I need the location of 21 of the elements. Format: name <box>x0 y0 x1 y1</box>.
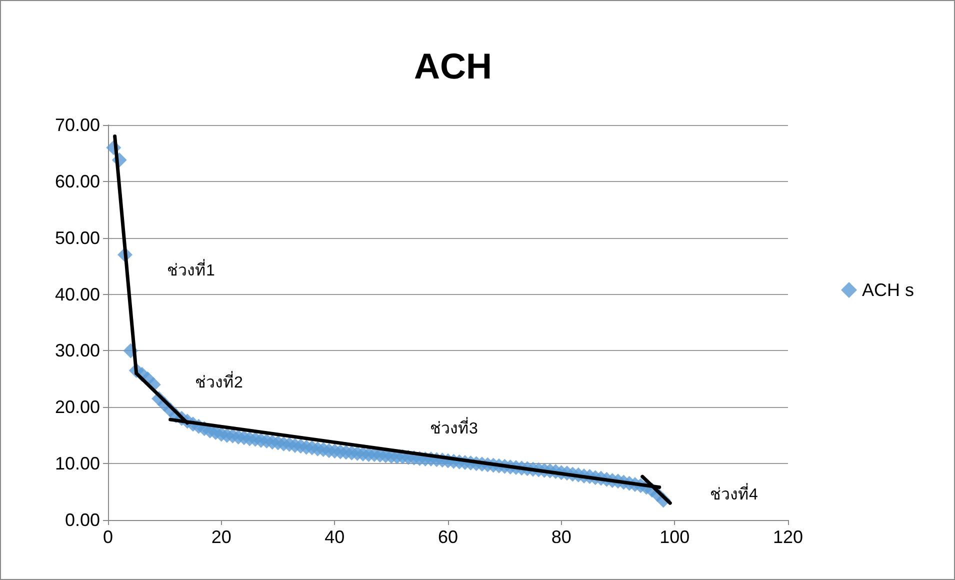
y-tick-label: 60.00 <box>54 171 100 192</box>
annotation: ช่วงที่2 <box>195 370 244 392</box>
y-tick-label: 30.00 <box>54 340 100 361</box>
y-tick-label: 20.00 <box>54 397 100 418</box>
x-tick-label: 120 <box>772 527 804 547</box>
x-tick-label: 80 <box>551 527 572 547</box>
y-tick-label: 10.00 <box>54 454 100 474</box>
x-tick-label: 0 <box>102 527 114 547</box>
x-tick-label: 20 <box>211 527 232 547</box>
annotation: ช่วงที่3 <box>430 416 478 438</box>
x-tick-label: 60 <box>438 527 458 547</box>
y-tick-label: 50.00 <box>54 228 100 248</box>
x-tick-label: 40 <box>324 527 345 547</box>
annotation: ช่วงที่1 <box>167 258 216 280</box>
y-tick-label: 70.00 <box>54 115 100 135</box>
legend-label: ACH s <box>862 280 914 300</box>
y-tick-label: 40.00 <box>54 284 100 304</box>
x-tick-label: 100 <box>660 527 690 547</box>
annotation: ช่วงที่4 <box>710 482 758 504</box>
chart-title: ACH <box>414 46 492 86</box>
y-tick-label: 0.00 <box>64 510 100 530</box>
